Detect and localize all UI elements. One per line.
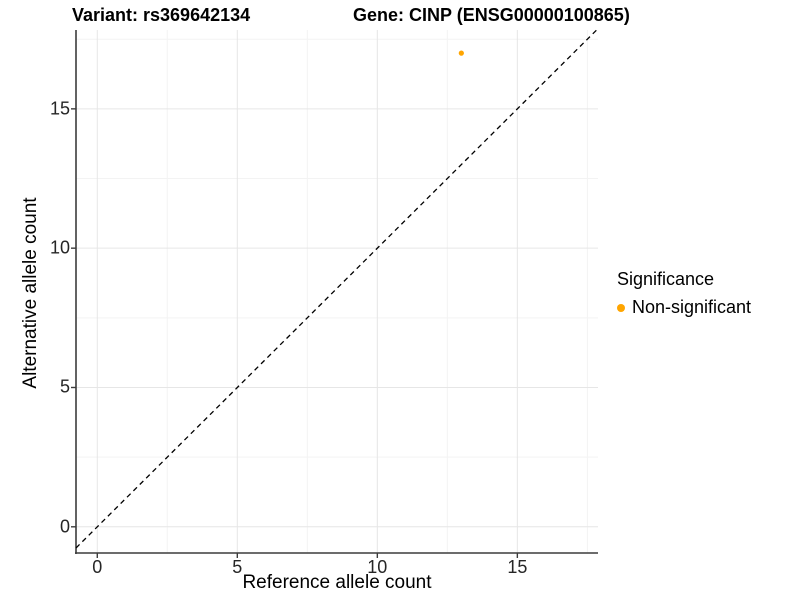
legend-item-label: Non-significant <box>632 297 752 317</box>
x-tick-label-0: 0 <box>92 557 103 577</box>
legend-title: Significance <box>617 269 715 289</box>
legend: Significance Non-significant <box>617 269 751 318</box>
legend-item-non-significant: Non-significant <box>617 297 751 318</box>
plot-title-variant: Variant: rs369642134 <box>72 5 251 25</box>
x-axis-title: Reference allele count <box>242 572 432 593</box>
y-tick-label-10: 10 <box>49 237 70 258</box>
identity-dashed-line <box>75 29 598 549</box>
x-tick-label-15: 15 <box>507 557 528 577</box>
axis-lines <box>75 30 598 554</box>
x-tick-label-10: 10 <box>367 557 388 577</box>
x-tick-label-5: 5 <box>232 557 243 577</box>
plot-title-gene: Gene: CINP (ENSG00000100865) <box>353 5 630 25</box>
y-tick-label-0: 0 <box>59 516 70 537</box>
y-axis-title: Alternative allele count <box>20 197 41 389</box>
grid-minor-lines <box>76 30 598 553</box>
identity-line <box>75 29 598 549</box>
grid-major-lines <box>76 30 598 553</box>
y-tick-label-5: 5 <box>59 376 70 397</box>
legend-point-icon <box>617 303 625 312</box>
data-points <box>458 50 464 56</box>
data-point <box>458 50 464 56</box>
y-tick-label-15: 15 <box>49 98 70 119</box>
axis-tick-marks <box>71 108 519 558</box>
